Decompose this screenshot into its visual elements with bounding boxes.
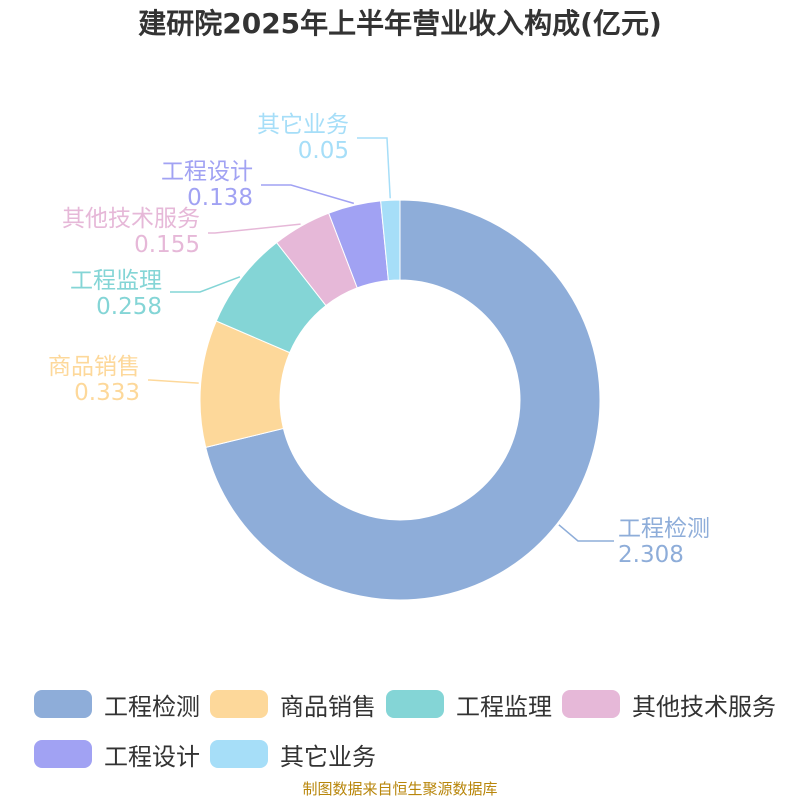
slice-category-label-1: 工程检测 (618, 516, 710, 542)
leader-line-1 (558, 524, 614, 542)
legend-swatch (34, 690, 92, 718)
slice-value-label-2: 0.333 (74, 380, 140, 406)
legend-swatch (562, 690, 620, 718)
legend-label: 商品销售 (280, 692, 376, 721)
leader-line-4 (208, 223, 301, 234)
donut-slice-1 (205, 199, 601, 601)
legend-item-6[interactable]: 其它业务 (210, 734, 376, 774)
legend-label: 工程监理 (456, 692, 552, 721)
slice-value-label-4: 0.155 (134, 232, 200, 258)
legend-item-3[interactable]: 工程监理 (386, 684, 552, 724)
legend-label: 工程检测 (104, 692, 200, 721)
legend-item-2[interactable]: 商品销售 (210, 684, 376, 724)
slice-value-label-3: 0.258 (96, 294, 162, 320)
leader-line-5 (261, 184, 355, 205)
source-note: 制图数据来自恒生聚源数据库 (302, 780, 498, 798)
legend-swatch (210, 690, 268, 718)
slice-category-label-3: 工程监理 (70, 268, 162, 294)
leader-line-6 (357, 137, 391, 199)
legend-item-5[interactable]: 工程设计 (34, 734, 200, 774)
legend-swatch (34, 740, 92, 768)
slice-category-label-2: 商品销售 (48, 354, 140, 380)
legend-swatch (386, 690, 444, 718)
legend-swatch (210, 740, 268, 768)
donut-slice-6 (380, 199, 401, 282)
legend-item-4[interactable]: 其他技术服务 (562, 684, 776, 724)
slice-category-label-4: 其他技术服务 (62, 206, 200, 232)
legend-label: 其他技术服务 (632, 692, 776, 721)
slice-category-label-5: 工程设计 (161, 159, 253, 185)
slice-value-label-6: 0.05 (298, 138, 349, 164)
legend-label: 其它业务 (280, 742, 376, 771)
leader-line-2 (148, 379, 199, 384)
chart-title: 建研院2025年上半年营业收入构成(亿元) (138, 7, 662, 40)
slice-value-label-1: 2.308 (618, 542, 684, 568)
slice-category-label-6: 其它业务 (257, 112, 349, 138)
legend-item-1[interactable]: 工程检测 (34, 684, 200, 724)
legend-label: 工程设计 (104, 742, 200, 771)
slice-value-label-5: 0.138 (187, 185, 253, 211)
leader-line-3 (170, 276, 241, 293)
